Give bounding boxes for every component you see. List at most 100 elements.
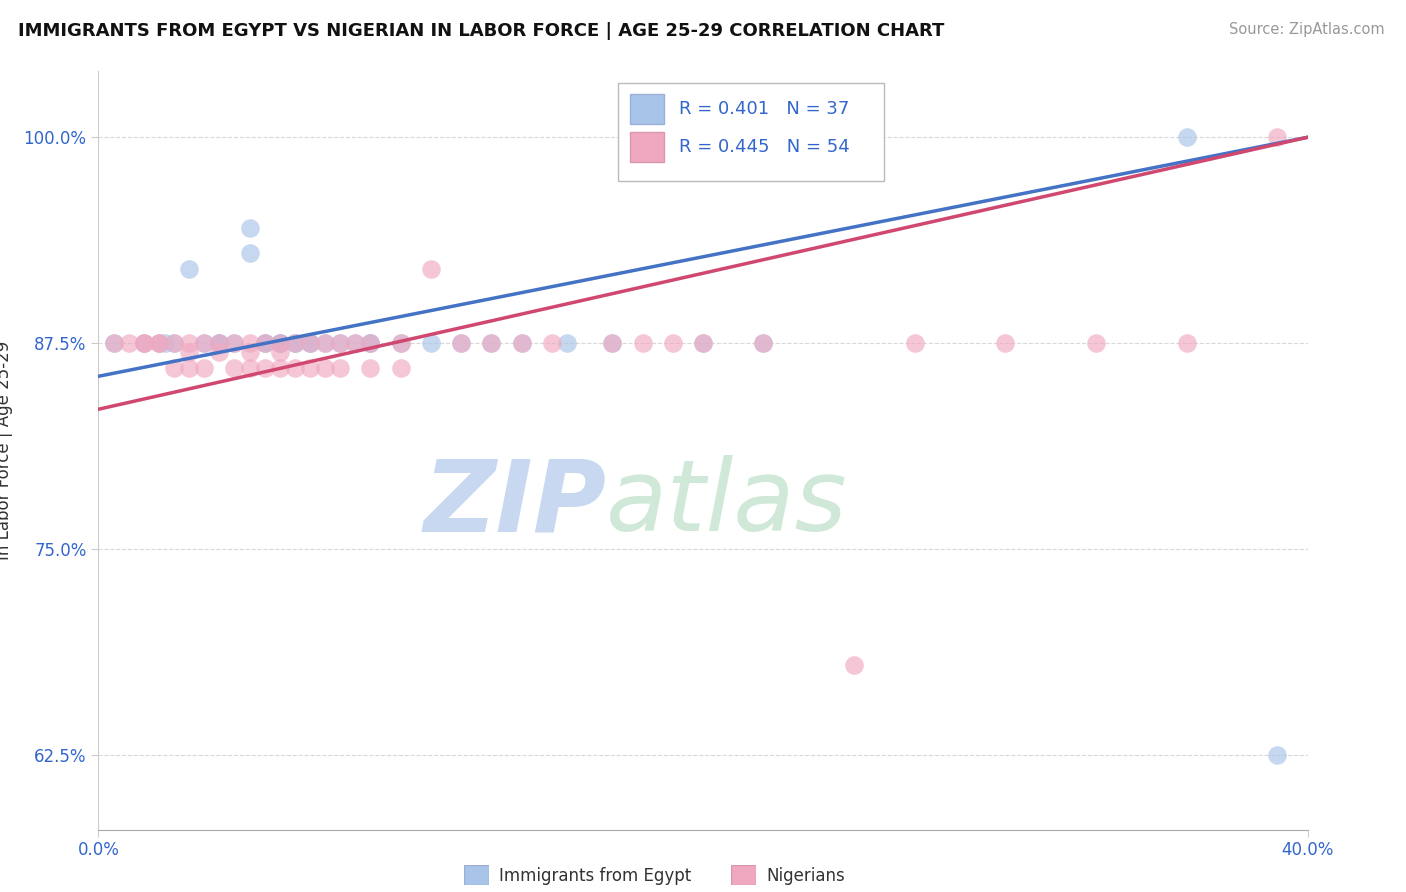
Point bbox=[299, 361, 322, 376]
Point bbox=[239, 221, 262, 235]
Point bbox=[1085, 336, 1108, 351]
Point bbox=[132, 336, 155, 351]
Point bbox=[239, 361, 262, 376]
Point bbox=[510, 336, 533, 351]
Point bbox=[208, 336, 231, 351]
Point bbox=[752, 336, 775, 351]
Point bbox=[179, 344, 201, 359]
Point bbox=[450, 336, 472, 351]
Point bbox=[269, 336, 291, 351]
Point bbox=[1267, 748, 1289, 763]
Point bbox=[208, 336, 231, 351]
Text: Immigrants from Egypt: Immigrants from Egypt bbox=[499, 867, 692, 885]
Point bbox=[253, 336, 276, 351]
Point bbox=[239, 344, 262, 359]
Point bbox=[269, 336, 291, 351]
Point bbox=[314, 336, 336, 351]
Point bbox=[389, 361, 412, 376]
Point bbox=[163, 336, 186, 351]
Point bbox=[994, 336, 1017, 351]
Point bbox=[1267, 130, 1289, 145]
Point bbox=[132, 336, 155, 351]
Text: IMMIGRANTS FROM EGYPT VS NIGERIAN IN LABOR FORCE | AGE 25-29 CORRELATION CHART: IMMIGRANTS FROM EGYPT VS NIGERIAN IN LAB… bbox=[18, 22, 945, 40]
Point bbox=[481, 336, 503, 351]
Point bbox=[314, 361, 336, 376]
Point bbox=[224, 336, 246, 351]
Point bbox=[360, 336, 382, 351]
FancyBboxPatch shape bbox=[619, 83, 884, 181]
Point bbox=[239, 336, 262, 351]
Point bbox=[284, 361, 307, 376]
Point bbox=[510, 336, 533, 351]
Text: R = 0.401   N = 37: R = 0.401 N = 37 bbox=[679, 100, 849, 119]
Point bbox=[193, 336, 215, 351]
FancyBboxPatch shape bbox=[630, 95, 664, 125]
Point bbox=[540, 336, 562, 351]
Point bbox=[602, 336, 624, 351]
Point bbox=[420, 262, 443, 277]
Point bbox=[299, 336, 322, 351]
Point bbox=[631, 336, 654, 351]
Point bbox=[148, 336, 170, 351]
Point bbox=[179, 361, 201, 376]
Point bbox=[239, 245, 262, 260]
Point bbox=[344, 336, 367, 351]
Point bbox=[148, 336, 170, 351]
Point bbox=[555, 336, 578, 351]
Point bbox=[344, 336, 367, 351]
Point bbox=[329, 361, 352, 376]
Point bbox=[269, 361, 291, 376]
Point bbox=[692, 336, 714, 351]
Y-axis label: In Labor Force | Age 25-29: In Labor Force | Age 25-29 bbox=[0, 341, 13, 560]
Point bbox=[844, 657, 866, 672]
Point bbox=[661, 336, 683, 351]
Point bbox=[208, 344, 231, 359]
Text: R = 0.445   N = 54: R = 0.445 N = 54 bbox=[679, 138, 849, 156]
Point bbox=[118, 336, 141, 351]
Text: Source: ZipAtlas.com: Source: ZipAtlas.com bbox=[1229, 22, 1385, 37]
Point bbox=[450, 336, 472, 351]
Point bbox=[193, 361, 215, 376]
Point bbox=[314, 336, 336, 351]
Point bbox=[269, 344, 291, 359]
Point bbox=[253, 361, 276, 376]
Point bbox=[1175, 336, 1198, 351]
Point bbox=[904, 336, 927, 351]
Point bbox=[752, 336, 775, 351]
Point bbox=[179, 336, 201, 351]
Point bbox=[253, 336, 276, 351]
Point bbox=[163, 336, 186, 351]
Point bbox=[299, 336, 322, 351]
Text: Nigerians: Nigerians bbox=[766, 867, 845, 885]
Point bbox=[602, 336, 624, 351]
Point bbox=[299, 336, 322, 351]
Point bbox=[103, 336, 125, 351]
Point bbox=[208, 336, 231, 351]
Point bbox=[420, 336, 443, 351]
Point bbox=[1175, 130, 1198, 145]
Point bbox=[692, 336, 714, 351]
Point bbox=[253, 336, 276, 351]
Point bbox=[284, 336, 307, 351]
Point bbox=[284, 336, 307, 351]
Point bbox=[284, 336, 307, 351]
Point bbox=[360, 336, 382, 351]
Point bbox=[153, 336, 176, 351]
Text: atlas: atlas bbox=[606, 455, 848, 552]
Point bbox=[193, 336, 215, 351]
Point bbox=[329, 336, 352, 351]
Point bbox=[163, 361, 186, 376]
Point bbox=[103, 336, 125, 351]
Point bbox=[360, 361, 382, 376]
Point bbox=[389, 336, 412, 351]
Point bbox=[224, 361, 246, 376]
Point bbox=[269, 336, 291, 351]
Point bbox=[329, 336, 352, 351]
Point bbox=[269, 336, 291, 351]
Point bbox=[360, 336, 382, 351]
Point bbox=[389, 336, 412, 351]
Point bbox=[132, 336, 155, 351]
Point bbox=[481, 336, 503, 351]
FancyBboxPatch shape bbox=[630, 132, 664, 162]
Text: ZIP: ZIP bbox=[423, 455, 606, 552]
